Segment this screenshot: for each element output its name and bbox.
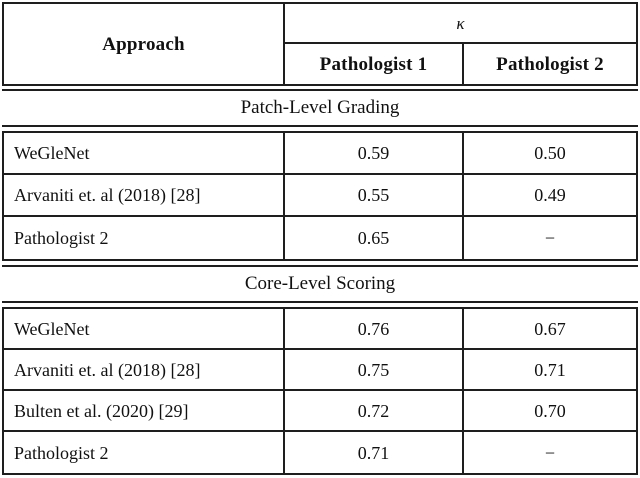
approach-cell: Arvaniti et. al (2018) [28]: [4, 350, 285, 391]
header-approach: Approach: [4, 4, 285, 84]
approach-cell: Pathologist 2: [4, 432, 285, 473]
kappa-value-cell: 0.49: [464, 175, 636, 217]
kappa-value-cell: 0.50: [464, 133, 636, 175]
kappa-value-cell: 0.75: [285, 350, 464, 391]
approach-cell: WeGleNet: [4, 309, 285, 350]
kappa-value-cell: 0.70: [464, 391, 636, 432]
core-level-table: WeGleNet 0.76 0.67 Arvaniti et. al (2018…: [2, 307, 638, 475]
approach-cell: Arvaniti et. al (2018) [28]: [4, 175, 285, 217]
approach-cell: Bulten et al. (2020) [29]: [4, 391, 285, 432]
kappa-value-cell: 0.72: [285, 391, 464, 432]
kappa-value-cell: −: [544, 442, 556, 463]
header-pathologist-2: Pathologist 2: [496, 53, 604, 75]
kappa-value-cell: 0.76: [285, 309, 464, 350]
header-kappa: κ: [285, 4, 636, 44]
double-rule: [2, 301, 638, 303]
table-header: Approach κ Pathologist 1 Pathologist 2: [2, 2, 638, 86]
patch-level-table: WeGleNet 0.59 0.50 Arvaniti et. al (2018…: [2, 131, 638, 261]
kappa-value-cell: 0.71: [285, 432, 464, 473]
approach-cell: WeGleNet: [4, 133, 285, 175]
double-rule: [2, 89, 638, 91]
kappa-value-cell: 0.67: [464, 309, 636, 350]
kappa-value-cell: 0.65: [285, 217, 464, 259]
section-title-patch-level: Patch-Level Grading: [240, 97, 400, 118]
header-pathologist-1: Pathologist 1: [285, 44, 464, 84]
section-title-core-level: Core-Level Scoring: [244, 273, 396, 294]
kappa-value-cell: −: [544, 228, 556, 248]
kappa-value-cell: 0.59: [285, 133, 464, 175]
double-rule: [2, 125, 638, 127]
kappa-value-cell: 0.55: [285, 175, 464, 217]
double-rule: [2, 265, 638, 267]
kappa-value-cell: 0.71: [464, 350, 636, 391]
approach-cell: Pathologist 2: [4, 217, 285, 259]
